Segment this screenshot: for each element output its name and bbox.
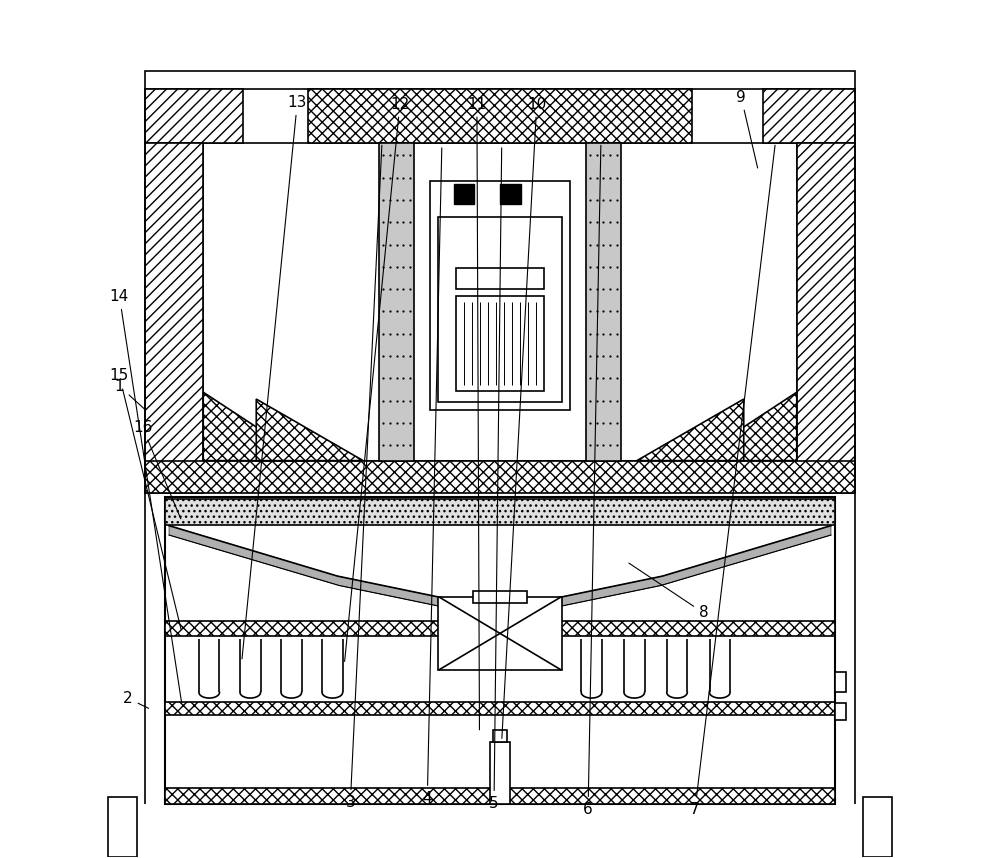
Bar: [490, 742, 510, 804]
Bar: [493, 730, 507, 742]
Text: 12: 12: [345, 96, 410, 662]
Bar: [108, 797, 137, 856]
Bar: [763, 89, 855, 142]
Text: 4: 4: [422, 148, 442, 806]
Text: 9: 9: [736, 90, 758, 168]
Polygon shape: [637, 399, 744, 461]
Text: 14: 14: [110, 289, 181, 702]
Bar: [863, 797, 892, 856]
Text: 3: 3: [345, 145, 382, 810]
Bar: [797, 142, 855, 493]
Text: 10: 10: [502, 96, 546, 739]
Text: 5: 5: [489, 148, 502, 811]
Text: 2: 2: [123, 691, 149, 709]
Bar: [456, 296, 544, 391]
Bar: [586, 142, 621, 461]
Text: 11: 11: [467, 96, 487, 730]
Bar: [438, 217, 562, 402]
Bar: [203, 142, 797, 461]
Bar: [835, 672, 846, 692]
Bar: [500, 184, 521, 204]
Bar: [456, 269, 544, 289]
Text: 6: 6: [583, 145, 601, 817]
Polygon shape: [203, 392, 308, 461]
Bar: [454, 184, 474, 204]
Bar: [438, 596, 562, 670]
Bar: [165, 789, 835, 804]
Bar: [430, 181, 570, 410]
Text: 8: 8: [629, 563, 708, 620]
Bar: [835, 703, 846, 720]
Bar: [145, 89, 243, 142]
Bar: [473, 590, 527, 602]
Bar: [145, 70, 855, 89]
Bar: [165, 702, 835, 716]
Polygon shape: [517, 526, 831, 617]
Text: 7: 7: [690, 145, 775, 817]
Text: 15: 15: [110, 368, 181, 630]
Bar: [165, 499, 835, 525]
Bar: [379, 142, 414, 461]
Polygon shape: [692, 392, 797, 461]
Polygon shape: [169, 526, 483, 617]
Bar: [165, 498, 835, 804]
Bar: [165, 620, 835, 636]
Text: 13: 13: [242, 94, 307, 659]
Bar: [308, 89, 692, 142]
Bar: [145, 461, 855, 493]
Bar: [145, 142, 203, 493]
Polygon shape: [256, 399, 363, 461]
Text: 16: 16: [133, 420, 181, 519]
Text: 1: 1: [115, 378, 146, 410]
